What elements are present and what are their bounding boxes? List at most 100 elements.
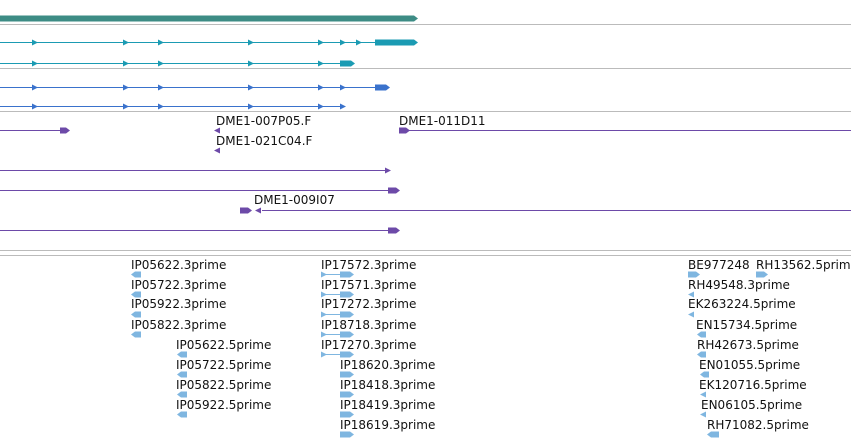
clone-end-feature bbox=[388, 187, 400, 194]
transcript-exon-feature bbox=[340, 60, 355, 67]
est-feature bbox=[131, 271, 141, 278]
est-feature bbox=[340, 431, 354, 438]
est-feature bbox=[340, 371, 354, 378]
est-label[interactable]: IP17571.3prime bbox=[321, 278, 417, 292]
est-label[interactable]: IP17572.3prime bbox=[321, 258, 417, 272]
clone-end-feature bbox=[240, 207, 252, 214]
clone-end-feature bbox=[60, 127, 70, 134]
clone-end-feature bbox=[388, 227, 400, 234]
clone-label[interactable]: DME1-007P05.F bbox=[216, 114, 312, 128]
clone-end-feature bbox=[214, 127, 220, 134]
est-feature bbox=[177, 391, 187, 398]
strand-arrow-icon bbox=[158, 103, 164, 110]
est-feature bbox=[321, 331, 327, 338]
transcript-exon-feature bbox=[375, 84, 390, 91]
strand-arrow-icon bbox=[248, 39, 254, 46]
est-feature bbox=[177, 411, 187, 418]
strand-arrow-icon bbox=[32, 39, 38, 46]
est-label[interactable]: IP05822.3prime bbox=[131, 318, 227, 332]
est-feature bbox=[131, 311, 141, 318]
strand-arrow-icon bbox=[158, 84, 164, 91]
est-feature bbox=[340, 331, 354, 338]
est-feature bbox=[340, 291, 354, 298]
est-feature bbox=[340, 351, 354, 358]
est-feature bbox=[700, 391, 706, 398]
est-label[interactable]: EN01055.5prime bbox=[699, 358, 801, 372]
est-feature bbox=[707, 431, 719, 438]
strand-arrow-icon bbox=[318, 39, 324, 46]
clone-end-feature bbox=[399, 127, 410, 134]
est-label[interactable]: IP17272.3prime bbox=[321, 297, 417, 311]
est-feature bbox=[697, 351, 706, 358]
est-label[interactable]: RH42673.5prime bbox=[697, 338, 799, 352]
strand-arrow-icon bbox=[123, 103, 129, 110]
strand-arrow-icon bbox=[318, 103, 324, 110]
est-label[interactable]: RH13562.5prime bbox=[756, 258, 851, 272]
est-label[interactable]: IP18620.3prime bbox=[340, 358, 436, 372]
strand-arrow-icon bbox=[158, 39, 164, 46]
est-label[interactable]: IP05722.3prime bbox=[131, 278, 227, 292]
strand-arrow-icon bbox=[32, 103, 38, 110]
strand-arrow-icon bbox=[356, 39, 362, 46]
strand-arrow-icon bbox=[248, 103, 254, 110]
est-feature bbox=[697, 331, 706, 338]
est-label[interactable]: IP05922.5prime bbox=[176, 398, 272, 412]
est-label[interactable]: EN15734.5prime bbox=[696, 318, 798, 332]
strand-arrow-icon bbox=[248, 60, 254, 67]
est-feature bbox=[700, 371, 709, 378]
est-feature bbox=[756, 271, 768, 278]
est-label[interactable]: IP18619.3prime bbox=[340, 418, 436, 432]
strand-arrow-icon bbox=[318, 84, 324, 91]
est-feature bbox=[177, 371, 187, 378]
est-feature bbox=[688, 311, 694, 318]
est-label[interactable]: BE977248 bbox=[688, 258, 750, 272]
strand-arrow-icon bbox=[32, 84, 38, 91]
est-label[interactable]: IP18418.3prime bbox=[340, 378, 436, 392]
est-feature bbox=[340, 271, 354, 278]
strand-arrow-icon bbox=[340, 103, 346, 110]
est-feature bbox=[321, 351, 327, 358]
strand-arrow-icon bbox=[340, 84, 346, 91]
est-feature bbox=[688, 271, 700, 278]
clone-label[interactable]: DME1-011D11 bbox=[399, 114, 486, 128]
est-feature bbox=[340, 391, 354, 398]
est-feature bbox=[321, 271, 327, 278]
est-feature bbox=[131, 331, 141, 338]
clone-end-feature bbox=[214, 147, 220, 154]
est-label[interactable]: IP17270.3prime bbox=[321, 338, 417, 352]
strand-arrow-icon bbox=[123, 39, 129, 46]
strand-arrow-icon bbox=[318, 60, 324, 67]
strand-arrow-icon bbox=[340, 39, 346, 46]
est-label[interactable]: IP05722.5prime bbox=[176, 358, 272, 372]
strand-arrow-icon bbox=[248, 84, 254, 91]
est-feature bbox=[321, 311, 327, 318]
est-feature bbox=[700, 411, 706, 418]
strand-arrow-icon bbox=[32, 60, 38, 67]
est-label[interactable]: EN06105.5prime bbox=[701, 398, 803, 412]
est-label[interactable]: IP18718.3prime bbox=[321, 318, 417, 332]
est-label[interactable]: EK120716.5prime bbox=[699, 378, 807, 392]
est-feature bbox=[340, 411, 354, 418]
est-label[interactable]: IP18419.3prime bbox=[340, 398, 436, 412]
strand-arrow-icon bbox=[123, 84, 129, 91]
est-label[interactable]: IP05622.5prime bbox=[176, 338, 272, 352]
clone-label[interactable]: DME1-009I07 bbox=[254, 193, 335, 207]
clone-label[interactable]: DME1-021C04.F bbox=[216, 134, 313, 148]
est-label[interactable]: RH49548.3prime bbox=[688, 278, 790, 292]
strand-arrow-icon bbox=[158, 60, 164, 67]
clone-end-feature bbox=[385, 167, 391, 174]
est-feature bbox=[321, 291, 327, 298]
est-feature bbox=[340, 311, 354, 318]
est-label[interactable]: IP05822.5prime bbox=[176, 378, 272, 392]
clone-end-feature bbox=[255, 207, 261, 214]
transcript-exon-feature bbox=[375, 39, 418, 46]
est-label[interactable]: RH71082.5prime bbox=[707, 418, 809, 432]
est-feature bbox=[688, 291, 694, 298]
strand-arrow-icon bbox=[123, 60, 129, 67]
est-label[interactable]: IP05622.3prime bbox=[131, 258, 227, 272]
est-label[interactable]: IP05922.3prime bbox=[131, 297, 227, 311]
est-label[interactable]: EK263224.5prime bbox=[688, 297, 796, 311]
gene-model-feature bbox=[0, 15, 418, 22]
